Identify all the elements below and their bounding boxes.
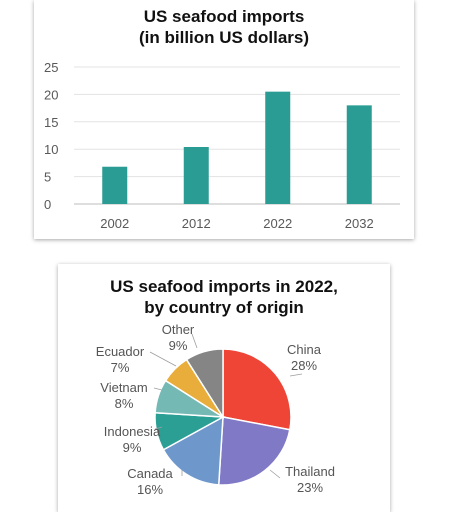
y-tick-label: 5 xyxy=(44,170,51,185)
leader-line xyxy=(191,333,198,349)
bar-2032 xyxy=(346,105,372,204)
x-tick-label: 2022 xyxy=(263,216,292,231)
bar-2022 xyxy=(265,91,291,204)
pie-chart-card: US seafood imports in 2022, by country o… xyxy=(58,264,390,512)
pie-slice-other xyxy=(185,348,224,420)
bar-chart-card: US seafood imports (in billion US dollar… xyxy=(34,0,414,239)
x-tick-label: 2002 xyxy=(100,216,129,231)
slice-label: Indonesia xyxy=(104,424,161,439)
leader-line xyxy=(153,387,163,391)
slice-label: China xyxy=(287,342,322,357)
slice-value-label: 8% xyxy=(115,396,134,411)
leader-line xyxy=(269,469,281,479)
x-tick-label: 2012 xyxy=(182,216,211,231)
bar-chart-title-line-1: US seafood imports xyxy=(143,7,305,26)
slice-label: Other xyxy=(162,322,195,337)
y-tick-label: 15 xyxy=(44,115,58,130)
pie-slice-thailand xyxy=(217,416,291,486)
pie-chart-title-line-1: US seafood imports in 2022, xyxy=(110,277,338,296)
pie-slice-canada xyxy=(162,415,224,486)
y-tick-label: 10 xyxy=(44,142,58,157)
slice-value-label: 16% xyxy=(137,482,163,497)
slice-value-label: 9% xyxy=(169,338,188,353)
pie-slice-china xyxy=(222,348,292,431)
y-tick-label: 0 xyxy=(44,197,51,212)
x-tick-label: 2032 xyxy=(345,216,374,231)
bar-2012 xyxy=(183,147,209,204)
pie-chart-plot: China28%Thailand23%Canada16%Indonesia9%V… xyxy=(96,322,335,497)
y-tick-label: 20 xyxy=(44,87,58,102)
slice-label: Ecuador xyxy=(96,344,145,359)
slice-label: Thailand xyxy=(285,464,335,479)
y-tick-label: 25 xyxy=(44,60,58,75)
leader-line xyxy=(289,373,303,377)
leader-line xyxy=(154,426,163,430)
slice-value-label: 9% xyxy=(123,440,142,455)
bar-chart-plot: 0 5 10 15 20 25 2002 2012 2022 2032 xyxy=(44,60,400,231)
leader-line xyxy=(149,351,177,367)
slice-label: Vietnam xyxy=(100,380,147,395)
bar-chart-title: US seafood imports (in billion US dollar… xyxy=(34,6,414,48)
slice-value-label: 23% xyxy=(297,480,323,495)
pie-chart-title: US seafood imports in 2022, by country o… xyxy=(58,276,390,318)
bar-2002 xyxy=(102,166,128,204)
pie-chart-title-line-2: by country of origin xyxy=(144,298,304,317)
slice-label: Canada xyxy=(127,466,173,481)
slice-value-label: 7% xyxy=(111,360,130,375)
bar-chart-title-line-2: (in billion US dollars) xyxy=(139,28,309,47)
slice-value-label: 28% xyxy=(291,358,317,373)
